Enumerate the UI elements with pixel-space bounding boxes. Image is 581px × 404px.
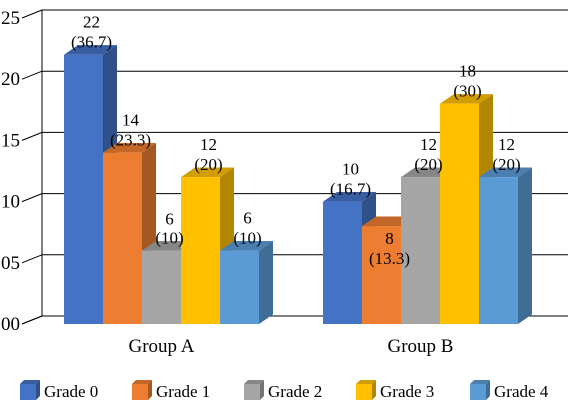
tick-mark [21, 193, 43, 203]
bar-front [142, 250, 181, 324]
bar-front [64, 54, 103, 324]
data-label-percent: (23.3) [110, 131, 151, 150]
bar-front [220, 250, 259, 324]
legend-label: Grade 4 [494, 382, 549, 401]
tick-mark [21, 9, 43, 19]
legend-label: Grade 1 [156, 382, 210, 401]
y-tick-label: 20 [1, 69, 20, 90]
data-label-value: 14 [122, 111, 140, 130]
category-label: Group B [388, 336, 454, 357]
bar-top [220, 240, 273, 251]
legend-swatch-side [36, 380, 40, 400]
legend-swatch-top [470, 380, 490, 384]
data-label-value: 12 [420, 135, 437, 154]
bar-top [181, 167, 234, 178]
data-label-value: 12 [200, 135, 217, 154]
axis-floor [21, 315, 43, 325]
legend-swatch-top [356, 380, 376, 384]
y-tick-label: 00 [1, 314, 20, 335]
legend-swatch [20, 384, 36, 400]
bars [64, 45, 532, 325]
bar-front [181, 177, 220, 324]
legend-item: Grade 2 [244, 380, 322, 401]
data-label-percent: (10) [233, 229, 261, 248]
y-tick-label: 25 [1, 8, 20, 29]
bar [220, 240, 273, 324]
bar-side [518, 167, 532, 324]
data-label-percent: (20) [492, 155, 520, 174]
legend-swatch-top [20, 380, 40, 384]
bar [479, 167, 532, 324]
tick-mark [21, 131, 43, 141]
bar-front [323, 201, 362, 324]
legend-label: Grade 3 [380, 382, 434, 401]
bar-side [259, 240, 273, 324]
legend-swatch [470, 384, 486, 400]
legend-label: Grade 2 [268, 382, 322, 401]
legend-swatch-top [244, 380, 264, 384]
bar-front [362, 226, 401, 324]
legend-swatch-side [148, 380, 152, 400]
bar-front [479, 177, 518, 324]
data-label-value: 6 [165, 210, 174, 229]
data-label-percent: (20) [194, 155, 222, 174]
legend-item: Grade 4 [470, 380, 549, 401]
bar-front [440, 103, 479, 325]
bar-front [401, 177, 440, 324]
data-label-value: 8 [385, 229, 394, 248]
bar [64, 45, 117, 325]
data-label-percent: (36.7) [71, 33, 112, 52]
data-label-value: 6 [243, 209, 252, 228]
data-label-percent: (16.7) [330, 180, 371, 199]
legend-swatch-side [260, 380, 264, 400]
y-tick-label: 15 [1, 130, 20, 151]
data-label-percent: (20) [414, 155, 442, 174]
bar-top [479, 167, 532, 178]
bar-front [103, 152, 142, 324]
legend-swatch [244, 384, 260, 400]
y-axis: 00 05 10 15 20 25 [1, 8, 43, 335]
tick-mark [21, 70, 43, 80]
legend-item: Grade 1 [132, 380, 210, 401]
data-label-value: 12 [498, 135, 515, 154]
data-labels: 22(36.7)14(23.3)6(10)12(20)6(10)10(16.7)… [71, 13, 521, 268]
data-label-percent: (13.3) [369, 249, 410, 268]
y-tick-label: 10 [1, 192, 20, 213]
category-label: Group A [129, 336, 195, 357]
legend-swatch [132, 384, 148, 400]
data-label-percent: (10) [155, 229, 183, 248]
category-axis: Group A Group B [129, 336, 454, 357]
legend-item: Grade 3 [356, 380, 434, 401]
bar-top [103, 143, 156, 153]
legend-swatch-top [132, 380, 152, 384]
bar-top [64, 45, 117, 55]
legend-swatch-side [486, 380, 490, 400]
bar-top [323, 192, 376, 202]
data-label-percent: (30) [453, 82, 481, 101]
y-tick-label: 05 [1, 253, 20, 274]
tick-mark [21, 254, 43, 264]
legend-label: Grade 0 [44, 382, 98, 401]
legend-swatch [356, 384, 372, 400]
data-label-value: 18 [459, 62, 476, 81]
data-label-value: 10 [342, 160, 359, 179]
legend-item: Grade 0 [20, 380, 98, 401]
data-label-value: 22 [83, 13, 100, 32]
bar-top [440, 94, 493, 104]
legend-swatch-side [372, 380, 376, 400]
legend: Grade 0 Grade 1 Grade 2 Grade 3 Grade 4 [20, 380, 549, 401]
